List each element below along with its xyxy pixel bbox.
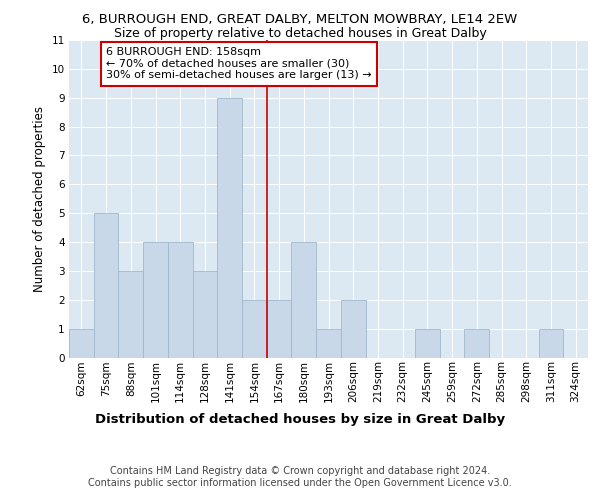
Bar (341, 300, 365, 358)
Text: Size of property relative to detached houses in Great Dalby: Size of property relative to detached ho… (113, 28, 487, 40)
Text: 6, BURROUGH END, GREAT DALBY, MELTON MOWBRAY, LE14 2EW: 6, BURROUGH END, GREAT DALBY, MELTON MOW… (82, 12, 518, 26)
Bar (217, 98, 242, 358)
Bar (143, 242, 168, 358)
Bar (464, 328, 489, 358)
Bar (267, 300, 292, 358)
Bar (193, 271, 217, 358)
Bar (539, 328, 563, 358)
Bar (316, 328, 341, 358)
Text: 6 BURROUGH END: 158sqm
← 70% of detached houses are smaller (30)
30% of semi-det: 6 BURROUGH END: 158sqm ← 70% of detached… (106, 47, 371, 80)
Bar (242, 300, 267, 358)
Bar (94, 213, 118, 358)
Text: Distribution of detached houses by size in Great Dalby: Distribution of detached houses by size … (95, 412, 505, 426)
Y-axis label: Number of detached properties: Number of detached properties (33, 106, 46, 292)
Bar (168, 242, 193, 358)
Bar (415, 328, 440, 358)
Bar (118, 271, 143, 358)
Bar (292, 242, 316, 358)
Bar (69, 328, 94, 358)
Text: Contains HM Land Registry data © Crown copyright and database right 2024.
Contai: Contains HM Land Registry data © Crown c… (88, 466, 512, 487)
